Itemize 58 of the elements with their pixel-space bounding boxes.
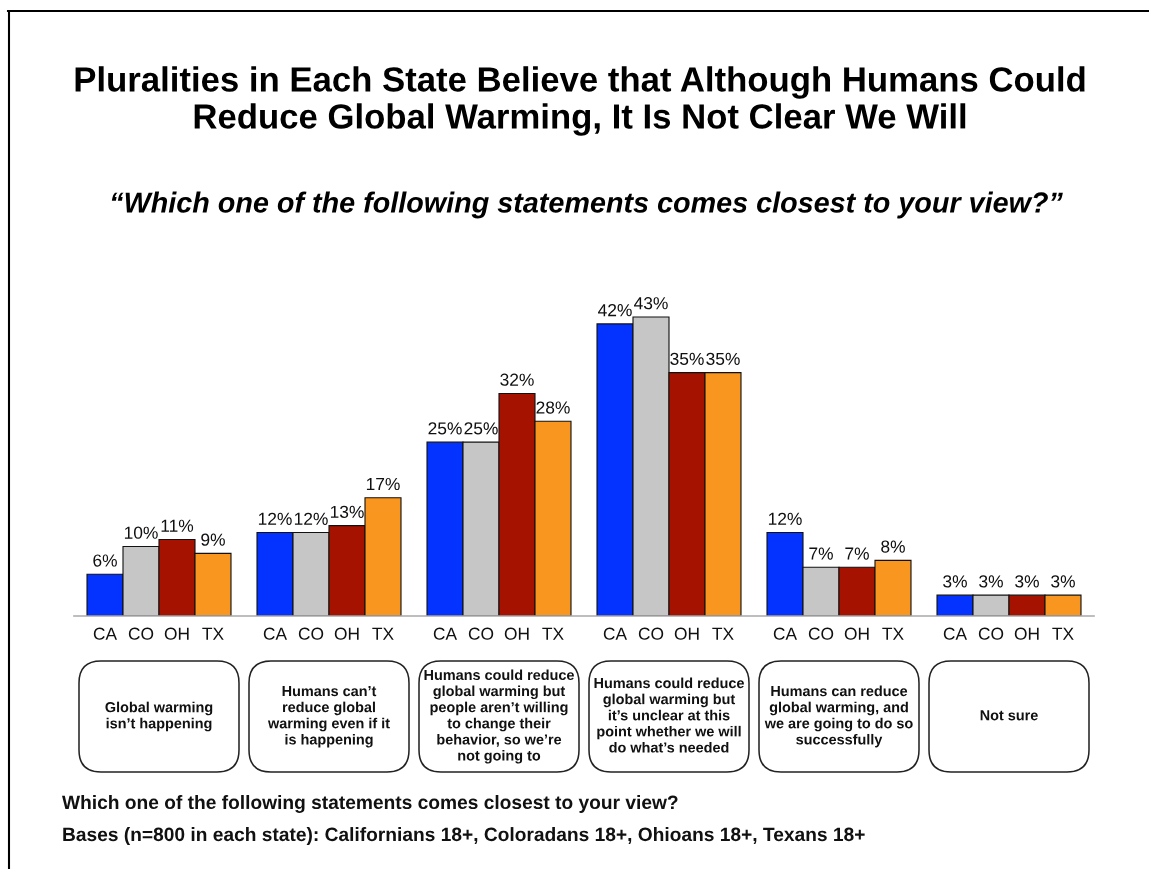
text: OH — [334, 627, 359, 640]
data-label: 3% — [1051, 575, 1075, 588]
text: OH — [674, 627, 699, 640]
text: TX — [372, 627, 394, 640]
chart-title: Pluralities in Each State Believe that Although Humans Could Reduce Global Warming, It Is Not Clear We Will — [75, 66, 1085, 136]
data-label: 12% — [258, 512, 292, 525]
text: OH — [1014, 627, 1039, 640]
data-label: 42% — [598, 304, 632, 317]
text: OH — [504, 627, 529, 640]
data-label: 25% — [464, 422, 498, 435]
data-label: 13% — [330, 505, 364, 518]
data-label: 8% — [881, 540, 905, 553]
data-label: 35% — [706, 352, 740, 365]
series-label: OH — [164, 627, 189, 640]
text: CO — [298, 627, 324, 640]
text: CO — [468, 627, 494, 640]
data-label: 32% — [500, 373, 534, 386]
text: CA — [263, 627, 288, 640]
data-label: 12% — [294, 512, 328, 525]
x-tick-label: Humans can’t reduce global warming even if it is happening — [267, 686, 390, 748]
text: TX — [542, 627, 564, 640]
text: OH — [844, 627, 869, 640]
data-label: 43% — [634, 297, 668, 310]
text: CA — [943, 627, 968, 640]
data-label: 25% — [428, 422, 462, 435]
text: TX — [882, 627, 904, 640]
text: CO — [978, 627, 1004, 640]
data-label: 9% — [201, 533, 225, 546]
data-label: 12% — [768, 512, 802, 525]
text: CO — [638, 627, 664, 640]
data-label: 11% — [161, 519, 194, 532]
chart-subtitle: “Which one of the following statements comes closest to your view?” — [111, 191, 1063, 219]
text: TX — [712, 627, 734, 640]
data-label: 7% — [845, 547, 869, 560]
text: CA — [433, 627, 458, 640]
text: CA — [773, 627, 798, 640]
x-tick-label: Humans can reduce global warming, and we are going to do so successfully — [764, 685, 913, 748]
data-label: 10% — [124, 526, 158, 539]
text: CO — [808, 627, 834, 640]
data-label: 6% — [93, 554, 117, 567]
series-label: CA — [93, 627, 118, 640]
series-label: CO — [128, 627, 154, 640]
series-label: TX — [202, 627, 224, 640]
data-label: 3% — [943, 575, 967, 588]
x-tick-label: Humans could reduce global warming but it’s unclear at this point whether we will do what’s needed — [594, 677, 744, 753]
text: TX — [1052, 627, 1074, 640]
data-label: 17% — [366, 477, 400, 491]
data-label: 7% — [809, 547, 833, 560]
text: Which one of the following statements comes closest to your view? — [62, 795, 678, 813]
data-label: 28% — [536, 401, 570, 414]
data-label: 3% — [979, 575, 1003, 588]
data-label: 3% — [1015, 575, 1039, 588]
data-label: 35% — [670, 352, 704, 365]
text: Bases (n=800 in each state): Californians 18+, Coloradans 18+, Ohioans 18+, Texans 18+ — [63, 827, 865, 845]
x-tick-label: Humans could reduce global warming but people aren’t willing to change their behavior, so we’re not going to — [424, 669, 574, 764]
x-tick-label: Not sure — [980, 710, 1038, 721]
text: CA — [603, 627, 628, 640]
x-tick-label: Global warming isn’t happening — [105, 701, 213, 732]
